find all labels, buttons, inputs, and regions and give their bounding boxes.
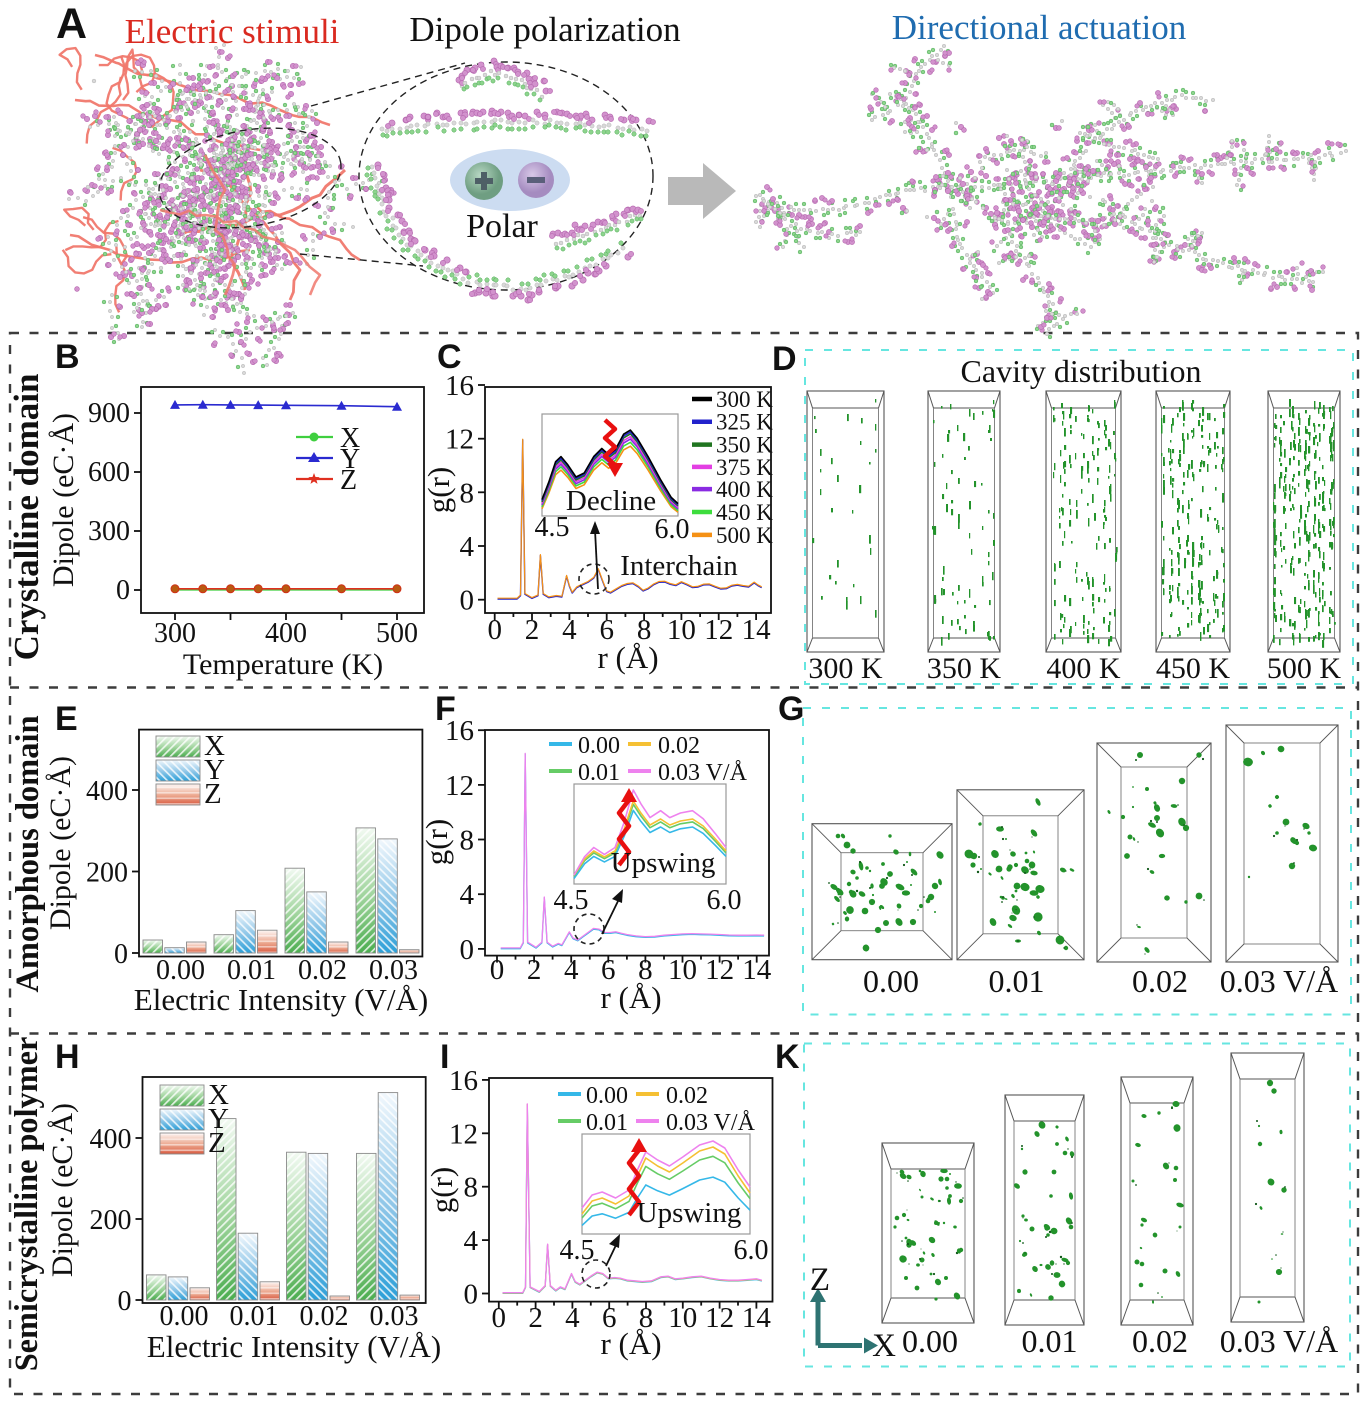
svg-text:300 K: 300 K — [808, 652, 883, 685]
svg-text:Dipole polarization: Dipole polarization — [409, 10, 680, 49]
svg-text:Dipole (eC·Å): Dipole (eC·Å) — [47, 413, 80, 587]
svg-text:400: 400 — [265, 618, 307, 649]
svg-text:300: 300 — [154, 618, 196, 649]
svg-text:Cavity distribution: Cavity distribution — [961, 353, 1202, 389]
svg-text:325 K: 325 K — [716, 410, 773, 435]
svg-text:4: 4 — [460, 531, 475, 563]
svg-text:r (Å): r (Å) — [597, 640, 658, 675]
svg-text:500: 500 — [376, 618, 418, 649]
svg-text:0: 0 — [487, 614, 502, 646]
svg-text:Electric stimuli: Electric stimuli — [125, 12, 340, 51]
svg-text:Temperature (K): Temperature (K) — [183, 648, 383, 681]
svg-text:0: 0 — [460, 585, 475, 617]
svg-text:10: 10 — [667, 614, 696, 646]
svg-text:400 K: 400 K — [716, 477, 773, 502]
svg-text:300: 300 — [88, 516, 130, 547]
svg-text:300 K: 300 K — [716, 387, 773, 412]
svg-text:2: 2 — [525, 614, 540, 646]
svg-text:350 K: 350 K — [716, 433, 773, 458]
svg-text:450 K: 450 K — [716, 500, 773, 525]
svg-text:600: 600 — [88, 457, 130, 488]
svg-text:4.5: 4.5 — [535, 512, 570, 543]
svg-text:14: 14 — [742, 614, 772, 646]
svg-text:Interchain: Interchain — [620, 550, 738, 582]
svg-text:Directional actuation: Directional actuation — [892, 8, 1186, 47]
svg-text:12: 12 — [704, 614, 733, 646]
svg-text:4: 4 — [562, 614, 577, 646]
svg-text:12: 12 — [445, 424, 474, 456]
svg-text:Z: Z — [340, 465, 357, 496]
svg-text:Crystalline domain: Crystalline domain — [7, 374, 46, 661]
svg-text:Polar: Polar — [466, 208, 538, 245]
svg-text:350 K: 350 K — [927, 652, 1002, 685]
svg-text:A: A — [56, 0, 87, 48]
svg-text:500 K: 500 K — [716, 523, 773, 548]
svg-text:B: B — [55, 338, 80, 376]
svg-text:C: C — [437, 338, 462, 376]
svg-text:g(r): g(r) — [421, 467, 456, 513]
svg-text:Decline: Decline — [566, 485, 656, 517]
svg-text:900: 900 — [88, 398, 130, 429]
svg-text:8: 8 — [460, 477, 475, 509]
svg-text:0: 0 — [116, 575, 130, 606]
svg-text:6.0: 6.0 — [655, 514, 690, 545]
